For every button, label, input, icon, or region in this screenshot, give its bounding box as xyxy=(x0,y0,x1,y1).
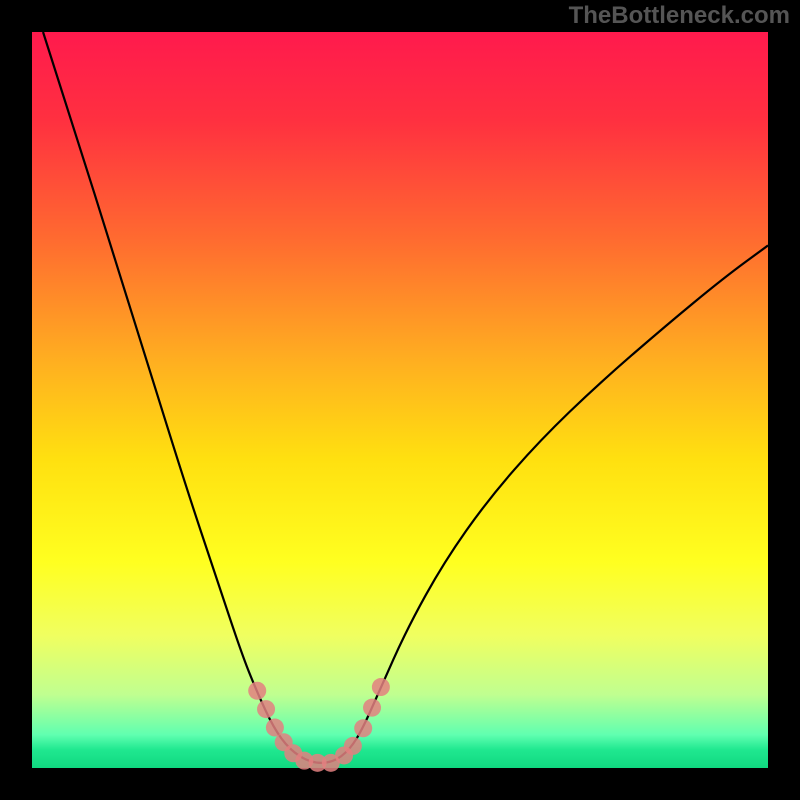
marker-dot xyxy=(344,737,362,755)
bottleneck-chart xyxy=(0,0,800,800)
marker-dot xyxy=(354,719,372,737)
marker-dot xyxy=(372,678,390,696)
marker-dot xyxy=(363,699,381,717)
marker-dot xyxy=(257,700,275,718)
gradient-background xyxy=(32,32,768,768)
watermark-text: TheBottleneck.com xyxy=(569,2,790,30)
marker-dot xyxy=(248,682,266,700)
